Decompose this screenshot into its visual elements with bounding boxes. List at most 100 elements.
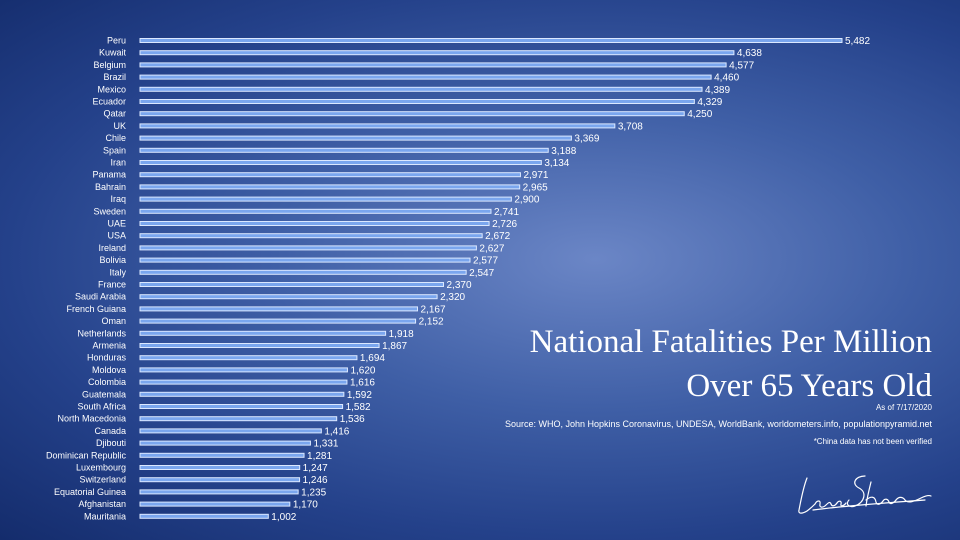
bar: [139, 99, 695, 104]
bar: [139, 282, 444, 287]
category-label: Brazil: [103, 72, 126, 82]
category-label: France: [98, 280, 126, 290]
value-label: 1,536: [340, 414, 365, 425]
category-label: Peru: [107, 36, 126, 46]
value-label: 1,620: [350, 365, 375, 376]
category-label: Switzerland: [79, 475, 126, 485]
category-label: Panama: [92, 170, 126, 180]
value-label: 3,369: [574, 134, 599, 145]
category-label: Spain: [103, 145, 126, 155]
value-label: 2,900: [514, 195, 539, 206]
bar: [139, 318, 417, 324]
category-label: North Macedonia: [57, 414, 126, 424]
value-label: 1,616: [350, 378, 375, 389]
bar: [139, 367, 348, 373]
value-label: 2,320: [440, 292, 465, 303]
value-label: 1,170: [293, 500, 318, 511]
category-label: Dominican Republic: [46, 450, 127, 460]
value-label: 4,389: [705, 85, 730, 96]
value-label: 2,672: [485, 231, 510, 242]
value-label: 4,577: [729, 60, 754, 71]
category-label: UAE: [107, 219, 126, 229]
value-label: 2,726: [492, 219, 517, 230]
category-label: Qatar: [103, 109, 126, 119]
value-label: 1,246: [303, 475, 328, 486]
bar: [139, 306, 418, 312]
value-label: 1,281: [307, 451, 332, 462]
category-label: Luxembourg: [76, 463, 126, 473]
category-label: Afghanistan: [78, 499, 126, 509]
bar: [139, 330, 387, 336]
category-label: Canada: [94, 426, 126, 436]
category-label: Mexico: [97, 84, 126, 94]
bar: [139, 343, 380, 348]
category-label: Ireland: [98, 243, 126, 253]
bar: [139, 269, 467, 275]
value-label: 4,250: [687, 109, 712, 120]
bar: [139, 355, 358, 361]
category-label: Colombia: [88, 377, 126, 387]
bar: [139, 233, 483, 239]
category-label: USA: [107, 231, 126, 241]
category-label: Kuwait: [99, 48, 127, 58]
value-label: 1,918: [389, 329, 414, 340]
category-label: Chile: [105, 133, 126, 143]
value-label: 1,694: [360, 353, 385, 364]
bar: [139, 123, 616, 129]
bar: [139, 62, 727, 68]
bar: [139, 257, 471, 263]
category-label: UK: [113, 121, 126, 131]
category-label: Mauritania: [84, 511, 126, 521]
category-label: Djibouti: [96, 438, 126, 448]
category-label: Equatorial Guinea: [54, 487, 126, 497]
value-label: 1,331: [313, 439, 338, 450]
category-label: Bolivia: [99, 255, 126, 265]
bar: [139, 428, 322, 434]
value-label: 2,152: [419, 317, 444, 328]
source-note: Source: WHO, John Hopkins Coronavirus, U…: [504, 419, 932, 429]
category-label: Iran: [110, 158, 126, 168]
category-label: Netherlands: [77, 328, 126, 338]
value-label: 3,134: [544, 158, 569, 169]
signature-icon: [798, 475, 932, 514]
category-label: Moldova: [92, 365, 126, 375]
bar: [139, 477, 301, 483]
value-label: 2,547: [469, 268, 494, 279]
bar: [139, 245, 477, 251]
bar: [139, 74, 712, 80]
bar: [139, 196, 512, 202]
bar: [139, 513, 269, 519]
value-label: 2,577: [473, 256, 498, 267]
value-label: 4,329: [697, 97, 722, 108]
value-label: 5,482: [845, 36, 870, 47]
bar: [139, 489, 299, 495]
value-label: 3,188: [551, 146, 576, 157]
value-label: 2,627: [479, 243, 504, 254]
category-label: Belgium: [93, 60, 126, 70]
bar: [139, 391, 345, 397]
bar: [139, 86, 703, 92]
value-label: 2,965: [523, 182, 548, 193]
value-label: 2,741: [494, 207, 519, 218]
bar: [139, 379, 348, 385]
category-label: Saudi Arabia: [75, 292, 126, 302]
bar: [139, 208, 492, 214]
bar: [139, 294, 438, 300]
bar: [139, 465, 301, 470]
value-label: 2,167: [420, 304, 445, 315]
bar: [139, 50, 735, 56]
chart-title-line-2: Over 65 Years Old: [686, 368, 932, 404]
value-label: 2,971: [523, 170, 548, 181]
value-label: 3,708: [618, 121, 643, 132]
bar: [139, 160, 542, 165]
value-label: 4,460: [714, 73, 739, 84]
value-label: 1,416: [324, 426, 349, 437]
category-label: French Guiana: [66, 304, 126, 314]
bar: [139, 221, 490, 226]
value-label: 1,235: [301, 487, 326, 498]
category-label: Armenia: [92, 341, 126, 351]
category-label: South Africa: [77, 402, 126, 412]
bar: [139, 404, 344, 409]
bar: [139, 501, 291, 507]
